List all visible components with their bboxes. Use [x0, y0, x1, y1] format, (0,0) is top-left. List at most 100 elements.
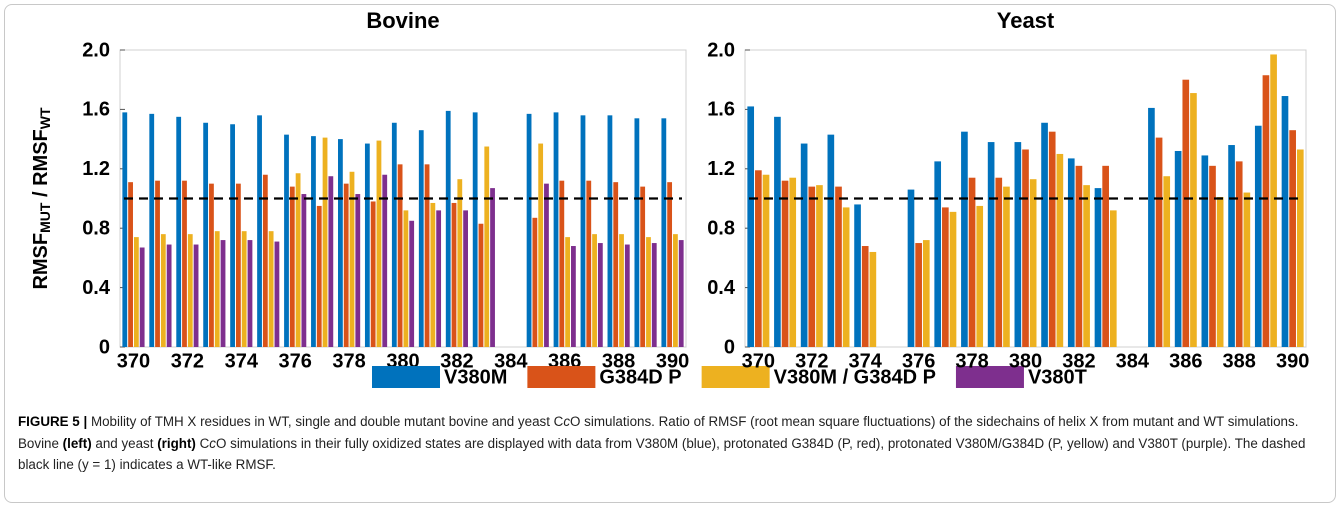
x-tick-label: 372 — [795, 350, 828, 372]
bar — [1041, 122, 1048, 347]
y-tick-label: 0.4 — [707, 277, 736, 299]
bar — [781, 180, 789, 347]
x-tick-label: 380 — [1009, 350, 1042, 372]
bar — [155, 180, 160, 347]
bar — [580, 115, 586, 347]
bar — [673, 234, 678, 347]
bar — [854, 204, 861, 347]
y-tick-label: 2.0 — [707, 39, 735, 61]
bar — [391, 122, 397, 347]
bar — [1254, 125, 1262, 347]
bar — [1003, 186, 1010, 347]
x-tick-label: 384 — [494, 350, 528, 372]
bar — [284, 134, 289, 347]
bar — [842, 207, 850, 347]
bar — [565, 237, 571, 347]
bar — [1109, 210, 1117, 347]
bar — [661, 118, 667, 347]
y-tick-label: 0.8 — [707, 217, 735, 239]
bar — [301, 194, 307, 347]
bar — [634, 118, 640, 347]
bar — [430, 202, 436, 347]
bar — [968, 177, 976, 347]
bar — [1228, 145, 1235, 347]
legend-swatch — [955, 366, 1024, 388]
bar — [816, 185, 823, 347]
bar — [586, 180, 592, 347]
y-tick-label: 0 — [724, 336, 735, 358]
bar — [382, 174, 388, 347]
bar — [316, 205, 322, 347]
bar — [1182, 79, 1190, 347]
bar — [995, 177, 1003, 347]
bar — [538, 143, 544, 347]
bar — [976, 205, 984, 347]
bar — [592, 234, 597, 347]
bar — [869, 251, 877, 347]
caption-text: O simulations. Ratio of RMSF (root mean … — [18, 414, 1299, 451]
bar — [355, 194, 361, 347]
bar — [607, 115, 613, 347]
x-tick-label: 372 — [171, 350, 204, 372]
legend-swatch — [701, 366, 770, 388]
caption-text: O simulations in their fully oxidized st… — [18, 435, 1306, 473]
bar — [149, 113, 155, 347]
bar — [349, 171, 355, 347]
x-tick-label: 388 — [602, 350, 635, 372]
bar — [403, 210, 409, 347]
bar — [268, 231, 274, 347]
figure-frame — [4, 4, 1336, 503]
bar — [774, 116, 781, 347]
bar — [328, 176, 334, 347]
bar — [961, 131, 968, 347]
bar — [343, 183, 349, 347]
bar — [247, 240, 253, 347]
x-tick-label: 376 — [902, 350, 935, 372]
bar — [1056, 153, 1064, 347]
caption: FIGURE 5 | Mobility of TMH X residues in… — [18, 411, 1318, 476]
bar — [463, 210, 468, 347]
bar — [418, 130, 424, 347]
bar — [949, 211, 957, 347]
bar — [1262, 75, 1270, 348]
bar — [1235, 161, 1243, 347]
x-tick-label: 390 — [1276, 350, 1309, 372]
x-tick-label: 384 — [1116, 350, 1150, 372]
plot-area — [119, 49, 687, 348]
bar — [1094, 188, 1102, 347]
y-axis-label-part: RMSF — [30, 233, 52, 290]
bar — [532, 217, 538, 347]
y-tick-label: 0.4 — [82, 277, 111, 299]
x-tick-label: 370 — [117, 350, 150, 372]
y-tick-label: 1.6 — [707, 99, 735, 121]
x-tick-label: 382 — [1062, 350, 1095, 372]
bar — [762, 174, 770, 347]
y-tick-label: 1.2 — [82, 158, 110, 180]
bar — [613, 182, 619, 347]
bar — [597, 243, 603, 347]
bar — [203, 122, 209, 347]
bar — [230, 124, 235, 347]
bar — [624, 244, 630, 347]
x-tick-label: 376 — [279, 350, 312, 372]
y-tick-label: 1.2 — [707, 158, 735, 180]
legend-label: V380M / G384D P — [774, 366, 936, 388]
legend-swatch — [527, 366, 596, 388]
bar — [376, 140, 382, 347]
bar — [1155, 137, 1163, 347]
bar — [987, 142, 995, 347]
bar — [1029, 179, 1037, 347]
bar — [397, 164, 403, 347]
caption-text: c — [563, 414, 571, 429]
legend-label: V380T — [1028, 366, 1087, 388]
bar — [1067, 158, 1075, 347]
x-tick-label: 374 — [849, 350, 883, 372]
bar — [139, 247, 145, 347]
legend-label: G384D P — [599, 366, 681, 388]
bar — [451, 202, 457, 347]
y-tick-label: 2.0 — [82, 39, 110, 61]
bar — [235, 183, 241, 347]
bar — [1048, 131, 1056, 347]
bar — [934, 161, 942, 347]
